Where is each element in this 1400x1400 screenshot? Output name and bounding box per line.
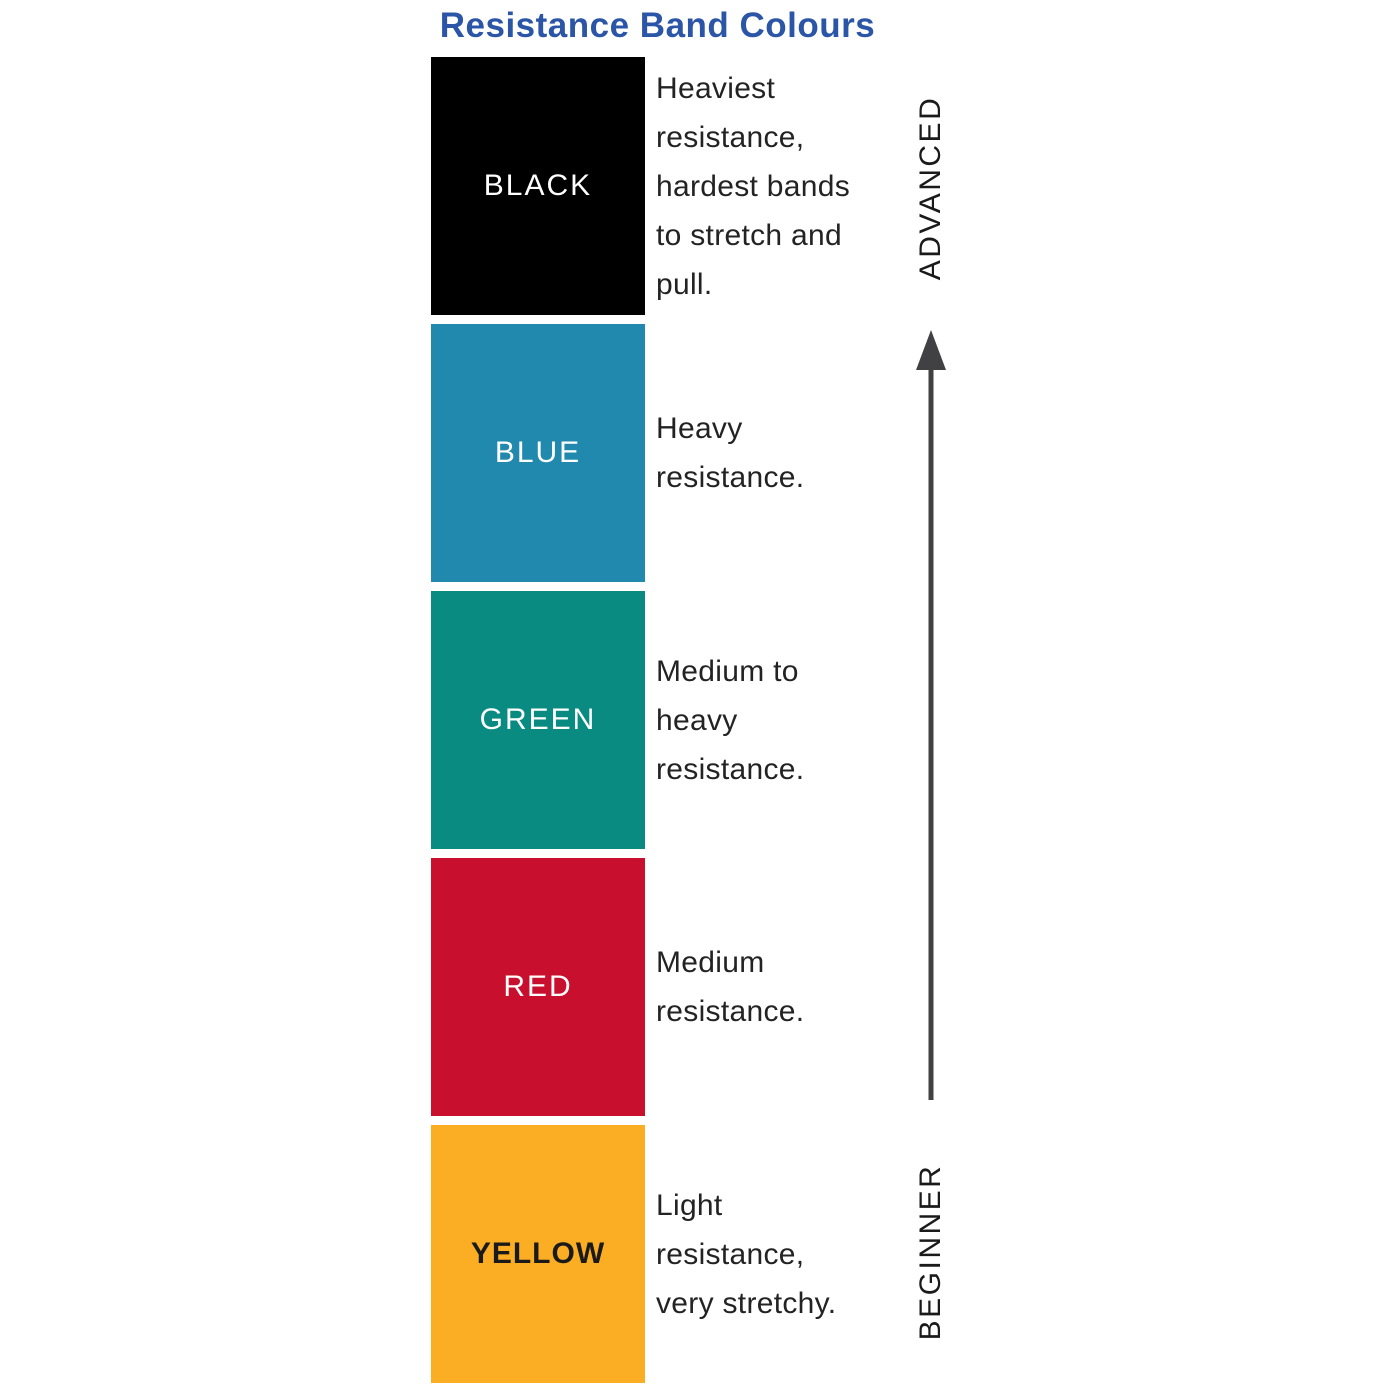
band-row-green: GREEN Medium to heavy resistance. — [431, 591, 850, 849]
green-band-label: GREEN — [479, 703, 597, 736]
band-row-yellow: YELLOW Light resistance, very stretchy. — [431, 1125, 850, 1383]
band-row-black: BLACK Heaviest resistance, hardest bands… — [431, 57, 850, 315]
yellow-band-swatch: YELLOW — [431, 1125, 645, 1383]
band-list: BLACK Heaviest resistance, hardest bands… — [431, 57, 850, 1392]
black-band-swatch: BLACK — [431, 57, 645, 315]
blue-band-label: BLUE — [494, 436, 582, 469]
page-title: Resistance Band Colours — [439, 6, 876, 45]
red-band-description: Medium resistance. — [656, 946, 805, 1028]
green-band-description: Medium to heavy resistance. — [656, 654, 805, 786]
black-band-label: BLACK — [483, 169, 593, 202]
black-band-description: Heaviest resistance, hardest bands to st… — [656, 71, 851, 301]
blue-band-description: Heavy resistance. — [656, 412, 805, 494]
band-row-red: RED Medium resistance. — [431, 858, 850, 1116]
yellow-band-label: YELLOW — [470, 1237, 606, 1270]
green-band-swatch: GREEN — [431, 591, 645, 849]
blue-band-swatch: BLUE — [431, 324, 645, 582]
band-row-blue: BLUE Heavy resistance. — [431, 324, 850, 582]
red-band-label: RED — [503, 970, 573, 1003]
beginner-scale-label: BEGINNER — [914, 1163, 947, 1341]
advanced-scale-label: ADVANCED — [914, 95, 947, 281]
red-band-swatch: RED — [431, 858, 645, 1116]
up-arrow-icon — [916, 330, 946, 1100]
yellow-band-description: Light resistance, very stretchy. — [656, 1188, 837, 1320]
